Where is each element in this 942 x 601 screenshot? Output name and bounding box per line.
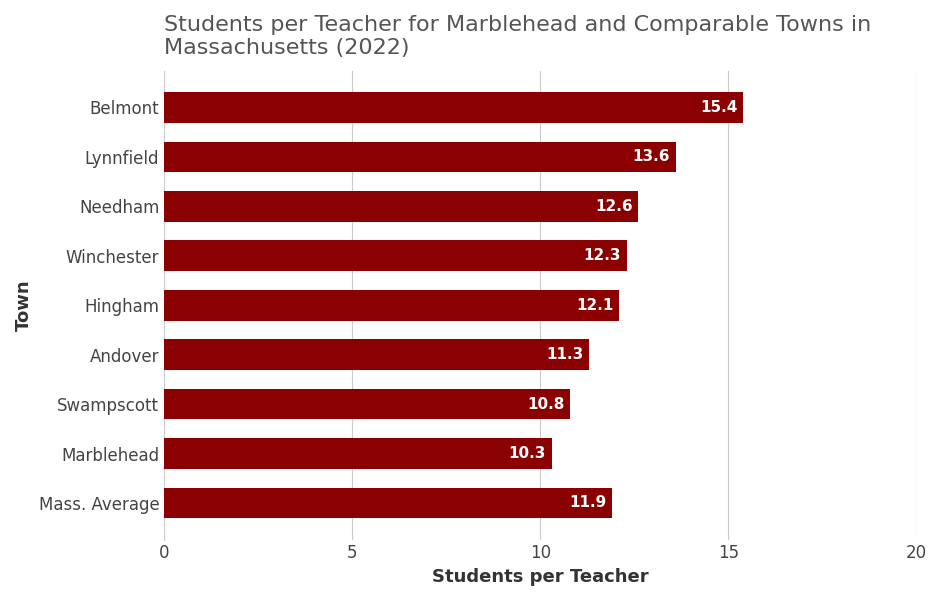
Text: 11.9: 11.9 [569,495,606,510]
Text: 12.1: 12.1 [577,297,613,313]
Text: 10.3: 10.3 [509,446,546,461]
Bar [164,191,638,222]
Bar [164,487,611,518]
Text: 10.8: 10.8 [528,397,565,412]
Text: 13.6: 13.6 [633,150,670,165]
Bar [164,290,619,320]
Text: 15.4: 15.4 [701,100,738,115]
Text: 11.3: 11.3 [546,347,583,362]
Text: Students per Teacher for Marblehead and Comparable Towns in
Massachusetts (2022): Students per Teacher for Marblehead and … [164,15,871,58]
Bar [164,340,589,370]
Bar [164,240,626,271]
X-axis label: Students per Teacher: Students per Teacher [432,568,649,586]
Text: 12.6: 12.6 [594,199,632,214]
Bar [164,142,675,172]
Bar [164,438,552,469]
Bar [164,389,571,419]
Y-axis label: Town: Town [15,279,33,331]
Text: 12.3: 12.3 [584,248,621,263]
Bar [164,92,743,123]
